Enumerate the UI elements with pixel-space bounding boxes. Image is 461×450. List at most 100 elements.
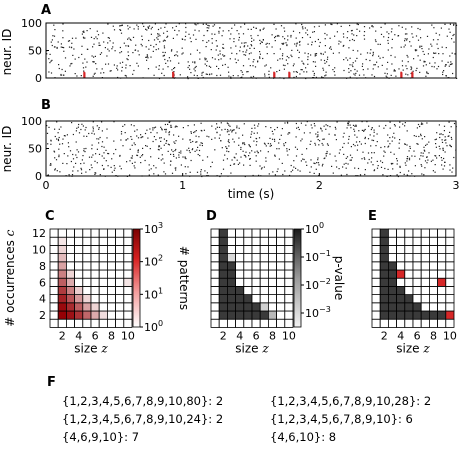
heatmap-cell [210, 310, 220, 320]
spike-dot [343, 132, 345, 134]
spike-dot [157, 35, 159, 37]
heatmap-cell [49, 236, 59, 246]
spike-dot [211, 73, 213, 75]
heatmap-cell [74, 318, 84, 328]
spike-dot [383, 150, 385, 152]
spike-dot [56, 170, 58, 172]
heatmap-cell [284, 285, 294, 295]
spike-dot [120, 168, 122, 170]
heatmap-cell [420, 310, 430, 320]
spike-dot [249, 146, 251, 148]
spike-dot [238, 36, 240, 39]
spike-dot [85, 147, 87, 150]
spike-dot [362, 63, 364, 65]
spike-dot [256, 150, 258, 152]
heatmap-cell [115, 318, 125, 328]
spike-dot [132, 36, 135, 38]
spike-dot [336, 166, 338, 168]
spike-dot [127, 25, 129, 27]
heatmap-cell [371, 294, 381, 304]
spike-dot [418, 135, 420, 138]
spike-dot [438, 124, 440, 126]
heatmap-cell [115, 277, 125, 287]
spike-dot [330, 23, 332, 25]
spike-dot [294, 43, 296, 45]
spike-dot [442, 134, 444, 136]
spike-dot [394, 70, 396, 72]
spike-dot [206, 135, 208, 137]
heatmap-cell [267, 294, 277, 304]
heatmap-cell [251, 310, 261, 320]
heatmap-cell [420, 277, 430, 287]
spike-dot [430, 160, 432, 162]
spike-dot [150, 131, 152, 134]
spike-dot [322, 53, 324, 55]
spike-dot [253, 47, 255, 49]
spike-dot [142, 147, 144, 149]
spike-dot [424, 61, 426, 63]
spike-dot [318, 25, 320, 27]
spike-dot [324, 38, 326, 40]
spike-dot [178, 151, 180, 154]
spike-dot [164, 26, 166, 28]
spike-dot [409, 41, 411, 43]
spike-dot [236, 127, 238, 129]
spike-dot [429, 62, 431, 64]
heatmap-cell [404, 294, 414, 304]
spike-dot [265, 64, 267, 66]
spike-dot [75, 154, 77, 156]
spike-dot [136, 154, 138, 156]
spike-dot [163, 32, 165, 34]
spike-dot [96, 162, 98, 164]
heatmap-cell [74, 261, 84, 271]
spike-dot [334, 67, 336, 69]
heatmap-cell [428, 261, 438, 271]
heatmap-cell [235, 253, 245, 263]
spike-dot [315, 54, 317, 56]
spike-dot [68, 174, 70, 176]
spike-dot [394, 125, 396, 127]
spike-dot [257, 61, 259, 63]
spike-dot [404, 33, 407, 35]
heatmap-cell [259, 277, 269, 287]
spike-dot [353, 39, 355, 42]
spike-dot [424, 160, 427, 162]
spike-dot [187, 78, 189, 80]
spike-dot [198, 136, 200, 138]
spike-dot [175, 157, 177, 159]
spike-dot [226, 122, 228, 124]
spike-dot [193, 131, 195, 134]
spike-dot [373, 75, 376, 78]
spike-dot [277, 59, 279, 61]
heatmap-cell [243, 261, 253, 271]
heatmap-cell [412, 318, 422, 328]
spike-dot [300, 140, 302, 142]
spike-dot [431, 65, 433, 68]
heatmap-cell [210, 244, 220, 254]
spike-dot [393, 124, 396, 126]
spike-dot [324, 32, 326, 35]
heatmap-cell [74, 302, 84, 312]
spike-dot [223, 55, 225, 57]
spike-dot [419, 59, 421, 61]
spike-dot [278, 35, 280, 37]
spike-dot [396, 174, 398, 176]
spike-dot [354, 74, 356, 76]
spike-dot [120, 29, 122, 31]
spike-dot [230, 129, 232, 131]
spike-dot [361, 158, 363, 160]
spike-dot [81, 172, 83, 174]
spike-dot [376, 160, 378, 162]
heatmap-cell [284, 244, 294, 254]
spike-dot [300, 69, 302, 71]
spike-dot [258, 123, 260, 125]
spike-dot [438, 53, 440, 55]
spike-dot [192, 61, 194, 63]
heatmap-cell [57, 253, 67, 263]
heatmap-cell [420, 244, 430, 254]
heatmap-cell [98, 294, 108, 304]
spike-dot [74, 73, 76, 75]
spike-dot [373, 169, 376, 171]
spike-dot [166, 30, 168, 32]
